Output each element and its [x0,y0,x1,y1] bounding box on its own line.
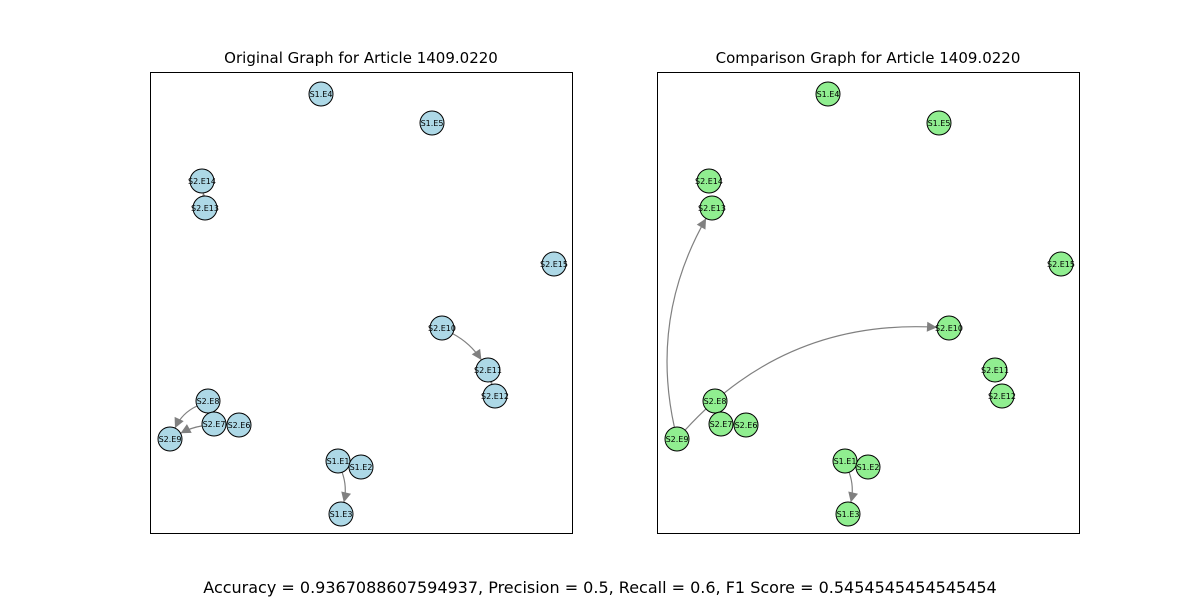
comparison-node-label: S2.E10 [935,324,963,333]
comparison-node-label: S2.E9 [666,435,689,444]
comparison-node-label: S1.E5 [928,119,951,128]
original-graph-canvas: S1.E4 S1.E5 S2.E14 S2.E13 S2.E15 S2.E10 S2.E11… [157,81,568,527]
comparison-node-label: S1.E3 [837,510,860,519]
original-node-label: S2.E12 [481,392,509,401]
comparison-node-label: S2.E8 [704,397,727,406]
original-node-S2.E11: S2.E11 [474,357,502,383]
comparison-node-S2.E11: S2.E11 [981,357,1009,383]
original-node-S2.E6: S2.E6 [226,412,252,438]
original-node-S2.E13: S2.E13 [191,195,219,221]
original-edge-S2.E8-to-S2.E9 [174,405,198,429]
comparison-node-S2.E13: S2.E13 [698,195,726,221]
comparison-node-label: S2.E13 [698,204,726,213]
original-node-S2.E15: S2.E15 [540,251,568,277]
comparison-node-label: S2.E12 [988,392,1016,401]
comparison-node-S1.E4: S1.E4 [815,81,841,107]
original-node-label: S1.E4 [310,90,333,99]
comparison-node-S2.E7: S2.E7 [708,411,734,437]
comparison-node-label: S1.E2 [857,463,880,472]
comparison-edge-S1.E1-to-S1.E3 [848,472,859,503]
original-node-label: S2.E10 [428,324,456,333]
original-node-S2.E10: S2.E10 [428,315,456,341]
original-graph-panel: S1.E4 S1.E5 S2.E14 S2.E13 S2.E15 S2.E10 S2.E11… [150,72,573,534]
metrics-caption: Accuracy = 0.9367088607594937, Precision… [203,578,997,597]
comparison-node-S2.E6: S2.E6 [733,412,759,438]
original-node-label: S2.E15 [540,260,568,269]
comparison-node-S2.E8: S2.E8 [702,388,728,414]
right-graph-title: Comparison Graph for Article 1409.0220 [715,49,1021,67]
original-edge-S2.E7-to-S2.E9 [180,424,203,434]
comparison-node-S1.E5: S1.E5 [926,110,952,136]
original-edge-S1.E1-to-S1.E3 [341,472,352,503]
original-node-S1.E5: S1.E5 [419,110,445,136]
comparison-node-label: S1.E1 [834,457,857,466]
comparison-node-S2.E10: S2.E10 [935,315,963,341]
original-node-label: S2.E8 [197,397,220,406]
original-node-label: S2.E7 [203,420,226,429]
original-node-label: S2.E11 [474,366,502,375]
original-node-S1.E3: S1.E3 [328,501,354,527]
comparison-node-label: S2.E11 [981,366,1009,375]
original-node-S1.E4: S1.E4 [308,81,334,107]
original-node-label: S2.E9 [159,435,182,444]
original-node-S2.E14: S2.E14 [188,168,216,194]
comparison-node-S2.E15: S2.E15 [1047,251,1075,277]
original-node-S1.E2: S1.E2 [348,454,374,480]
original-node-label: S1.E1 [327,457,350,466]
original-node-label: S1.E3 [330,510,353,519]
comparison-node-label: S2.E15 [1047,260,1075,269]
comparison-edge-S2.E9-to-S2.E13 [666,218,707,428]
original-node-S2.E8: S2.E8 [195,388,221,414]
original-node-label: S1.E5 [421,119,444,128]
comparison-graph-canvas: S1.E4 S1.E5 S2.E14 S2.E13 S2.E15 S2.E10 S2.E11… [664,81,1075,527]
comparison-node-S2.E14: S2.E14 [695,168,723,194]
comparison-node-S1.E3: S1.E3 [835,501,861,527]
comparison-node-label: S1.E4 [817,90,840,99]
original-node-label: S1.E2 [350,463,373,472]
original-node-label: S2.E6 [228,421,251,430]
comparison-graph-panel: S1.E4 S1.E5 S2.E14 S2.E13 S2.E15 S2.E10 S2.E11… [657,72,1080,534]
comparison-node-label: S2.E6 [735,421,758,430]
comparison-node-label: S2.E7 [710,420,733,429]
original-node-S1.E1: S1.E1 [325,448,351,474]
comparison-node-S1.E2: S1.E2 [855,454,881,480]
original-node-S2.E7: S2.E7 [201,411,227,437]
comparison-node-label: S2.E14 [695,177,723,186]
original-node-S2.E9: S2.E9 [157,426,183,452]
comparison-node-S2.E12: S2.E12 [988,383,1016,409]
original-node-label: S2.E14 [188,177,216,186]
original-edge-S2.E10-to-S2.E11 [452,333,482,361]
original-node-S2.E12: S2.E12 [481,383,509,409]
comparison-node-S2.E9: S2.E9 [664,426,690,452]
original-node-label: S2.E13 [191,204,219,213]
left-graph-title: Original Graph for Article 1409.0220 [224,49,498,67]
comparison-node-S1.E1: S1.E1 [832,448,858,474]
